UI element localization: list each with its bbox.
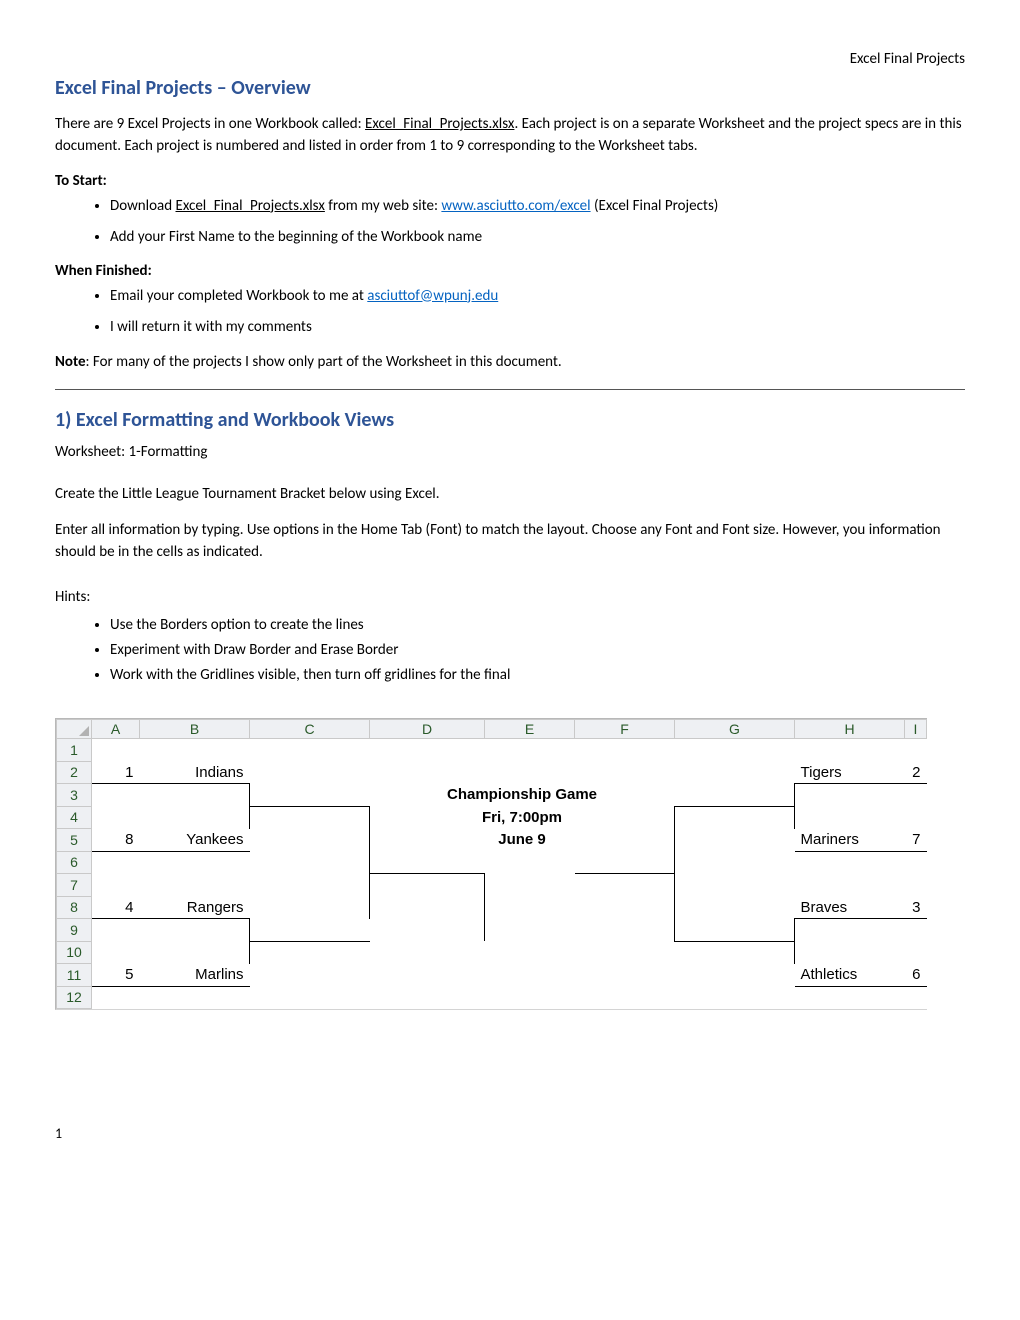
cell[interactable]: 3 (905, 896, 927, 919)
divider (55, 389, 965, 390)
row-header[interactable]: 1 (57, 739, 92, 762)
row-header[interactable]: 10 (57, 941, 92, 964)
note-paragraph: Note: For many of the projects I show on… (55, 352, 965, 374)
table-row: 9 (57, 919, 927, 942)
note-text: : For many of the projects I show only p… (86, 353, 562, 371)
to-start-list: Download Excel_Final_Projects.xlsx from … (55, 196, 965, 248)
table-row: 12 (57, 986, 927, 1009)
column-header[interactable]: H (795, 720, 905, 739)
championship-date[interactable]: June 9 (370, 829, 675, 852)
list-item: Work with the Gridlines visible, then tu… (110, 665, 965, 686)
corner-triangle-icon (79, 726, 89, 736)
row-header[interactable]: 4 (57, 806, 92, 829)
intro-filename: Excel_Final_Projects.xlsx (365, 115, 514, 133)
spreadsheet-screenshot: A B C D E F G H I 1 2 1 Indians Tigers 2… (55, 718, 927, 1010)
list-item: Download Excel_Final_Projects.xlsx from … (110, 196, 965, 217)
intro-paragraph: There are 9 Excel Projects in one Workbo… (55, 114, 965, 158)
spreadsheet-table: A B C D E F G H I 1 2 1 Indians Tigers 2… (56, 719, 927, 1009)
cell[interactable]: Athletics (795, 964, 905, 987)
column-header[interactable]: C (250, 720, 370, 739)
to-start-label: To Start: (55, 172, 965, 190)
list-item: Experiment with Draw Border and Erase Bo… (110, 640, 965, 661)
doc-title: Excel Final Projects – Overview (55, 76, 965, 100)
cell[interactable]: 6 (905, 964, 927, 987)
row-header[interactable]: 9 (57, 919, 92, 942)
row-header[interactable]: 6 (57, 851, 92, 874)
table-row: 11 5 Marlins Athletics 6 (57, 964, 927, 987)
table-row: 1 (57, 739, 927, 762)
cell[interactable]: 1 (92, 761, 140, 784)
championship-time[interactable]: Fri, 7:00pm (370, 806, 675, 829)
list-item: Add your First Name to the beginning of … (110, 227, 965, 248)
table-row: 3 Championship Game (57, 784, 927, 807)
text: (Excel Final Projects) (591, 197, 719, 215)
hints-label: Hints: (55, 587, 965, 609)
page-number: 1 (55, 1125, 965, 1142)
column-header[interactable]: I (905, 720, 927, 739)
cell[interactable]: Mariners (795, 829, 905, 852)
row-header[interactable]: 7 (57, 874, 92, 897)
cell[interactable]: Rangers (140, 896, 250, 919)
cell[interactable]: Yankees (140, 829, 250, 852)
cell[interactable]: Indians (140, 761, 250, 784)
filename: Excel_Final_Projects.xlsx (176, 197, 325, 215)
list-item: I will return it with my comments (110, 317, 965, 338)
table-row: 2 1 Indians Tigers 2 (57, 761, 927, 784)
section-1-title: 1) Excel Formatting and Workbook Views (55, 408, 965, 432)
championship-title[interactable]: Championship Game (370, 784, 675, 807)
list-item: Email your completed Workbook to me at a… (110, 286, 965, 307)
cell[interactable]: Marlins (140, 964, 250, 987)
cell[interactable]: 7 (905, 829, 927, 852)
text: from my web site: (325, 197, 442, 215)
text: Email your completed Workbook to me at (110, 287, 367, 305)
column-header[interactable]: B (140, 720, 250, 739)
text: Download (110, 197, 176, 215)
table-row: 10 (57, 941, 927, 964)
table-row: 5 8 Yankees June 9 Mariners 7 (57, 829, 927, 852)
table-row: 8 4 Rangers Braves 3 (57, 896, 927, 919)
cell[interactable]: 5 (92, 964, 140, 987)
row-header[interactable]: 12 (57, 986, 92, 1009)
column-header[interactable]: A (92, 720, 140, 739)
cell[interactable]: 8 (92, 829, 140, 852)
cell[interactable]: 4 (92, 896, 140, 919)
table-row: 7 (57, 874, 927, 897)
column-header[interactable]: F (575, 720, 675, 739)
page-header-right: Excel Final Projects (55, 50, 965, 68)
note-bold: Note (55, 353, 86, 371)
cell[interactable]: 2 (905, 761, 927, 784)
when-finished-label: When Finished: (55, 262, 965, 280)
table-row: 6 (57, 851, 927, 874)
column-header[interactable]: D (370, 720, 485, 739)
website-link[interactable]: www.asciutto.com/excel (441, 197, 590, 215)
cell[interactable]: Tigers (795, 761, 905, 784)
hints-list: Use the Borders option to create the lin… (55, 615, 965, 686)
section-1-p2: Enter all information by typing. Use opt… (55, 520, 965, 564)
section-1-p1: Create the Little League Tournament Brac… (55, 484, 965, 506)
row-header[interactable]: 3 (57, 784, 92, 807)
row-header[interactable]: 2 (57, 761, 92, 784)
list-item: Use the Borders option to create the lin… (110, 615, 965, 636)
select-all-corner[interactable] (57, 720, 92, 739)
worksheet-label: Worksheet: 1-Formatting (55, 442, 965, 464)
intro-text-a: There are 9 Excel Projects in one Workbo… (55, 115, 365, 133)
column-header[interactable]: E (485, 720, 575, 739)
cell[interactable]: Braves (795, 896, 905, 919)
row-header[interactable]: 5 (57, 829, 92, 852)
row-header[interactable]: 11 (57, 964, 92, 987)
email-link[interactable]: asciuttof@wpunj.edu (367, 287, 498, 305)
column-header[interactable]: G (675, 720, 795, 739)
row-header[interactable]: 8 (57, 896, 92, 919)
column-header-row: A B C D E F G H I (57, 720, 927, 739)
when-finished-list: Email your completed Workbook to me at a… (55, 286, 965, 338)
table-row: 4 Fri, 7:00pm (57, 806, 927, 829)
